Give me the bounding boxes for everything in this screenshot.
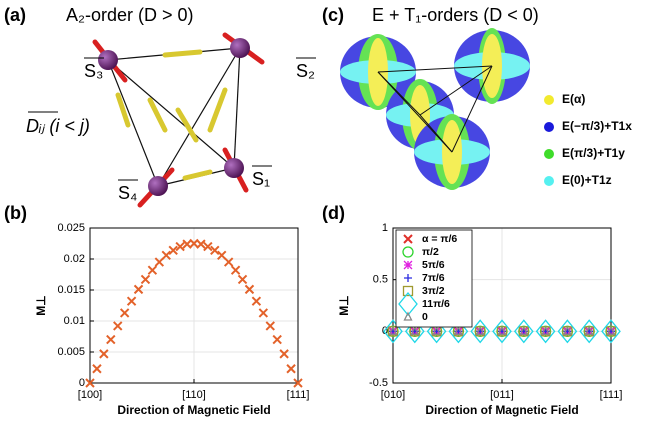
spin-label: S₁	[252, 169, 270, 189]
marker	[135, 285, 143, 293]
y-tick-label: 0.025	[57, 222, 85, 234]
legend-label: E(π/3)+T1y	[562, 146, 625, 160]
legend-label: 7π/6	[422, 272, 445, 284]
legend: E(α) E(−π/3)+T1x E(π/3)+T1y E(0)+T1z	[544, 92, 632, 187]
y-tick-label: -0.5	[369, 377, 388, 389]
dmi-label: Dᵢⱼ (i < j)	[26, 116, 90, 136]
figure: (a) A₂-order (D > 0) S₃ S₂ S₄ S₁ Dᵢ	[0, 0, 648, 429]
x-tick-label: [111]	[287, 389, 310, 401]
marker	[100, 350, 108, 358]
marker	[252, 297, 260, 305]
y-tick-label: 0.015	[57, 284, 85, 296]
panel-label: (b)	[4, 203, 27, 223]
x-tick-label: [111]	[600, 389, 623, 401]
order-ellipsoids	[340, 28, 530, 190]
marker	[107, 336, 115, 344]
marker	[287, 365, 295, 373]
marker	[280, 350, 288, 358]
legend-swatch	[544, 149, 554, 159]
marker	[239, 275, 247, 283]
x-axis-label: Direction of Magnetic Field	[425, 403, 578, 417]
legend-swatch	[544, 95, 554, 105]
panel-label: (c)	[322, 5, 344, 25]
marker	[232, 266, 240, 274]
x-tick-label: [011]	[490, 389, 514, 401]
y-tick-label: 1	[382, 222, 388, 234]
y-tick-label: 0.005	[57, 346, 85, 358]
x-axis-label: Direction of Magnetic Field	[117, 403, 270, 417]
marker	[273, 336, 281, 344]
marker	[245, 285, 253, 293]
legend-label: E(0)+T1z	[562, 173, 612, 187]
marker	[128, 297, 136, 305]
legend-label: 11π/6	[422, 298, 450, 310]
y-axis-label: M⊥	[337, 295, 351, 315]
marker	[93, 365, 101, 373]
legend-label: π/2	[422, 246, 439, 258]
panel-a: (a) A₂-order (D > 0) S₃ S₂ S₄ S₁ Dᵢ	[4, 5, 316, 205]
panel-title: A₂-order (D > 0)	[66, 5, 194, 25]
spin-label: S₂	[296, 61, 315, 81]
y-tick-label: 0.02	[64, 253, 85, 265]
spin-label: S₄	[118, 183, 137, 203]
x-tick-label: [110]	[182, 389, 206, 401]
legend-label: 0	[422, 311, 428, 323]
marker	[259, 309, 267, 317]
legend-marker	[404, 261, 412, 269]
legend-label: 5π/6	[422, 259, 445, 271]
legend-label: 3π/2	[422, 285, 445, 297]
marker	[266, 322, 274, 330]
marker	[197, 240, 205, 248]
marker	[121, 309, 129, 317]
y-axis-label: M⊥	[34, 295, 48, 315]
y-tick-label: 0	[79, 377, 85, 389]
spin-label: S₃	[84, 61, 103, 81]
marker	[141, 275, 149, 283]
panel-label: (d)	[322, 203, 345, 223]
y-tick-label: 0.5	[373, 274, 388, 286]
x-tick-label: [010]	[381, 389, 405, 401]
legend-label: E(−π/3)+T1x	[562, 119, 632, 133]
marker	[114, 322, 122, 330]
panel-c: (c) E + T₁-orders (D < 0) E(α) E(−π/3)+T1…	[322, 5, 632, 190]
panel-title: E + T₁-orders (D < 0)	[372, 5, 539, 25]
marker	[148, 266, 156, 274]
legend-label: α = π/6	[422, 233, 457, 245]
y-tick-label: 0.01	[64, 315, 85, 327]
marker	[162, 251, 170, 259]
legend-swatch	[544, 122, 554, 132]
charts: (b) 0 0.005 0.01 0.015 0.02 0.025 [100] [110] [11…	[4, 203, 622, 417]
panel-label: (a)	[4, 5, 26, 25]
x-tick-label: [100]	[78, 389, 102, 401]
legend-label: E(α)	[562, 92, 585, 106]
legend-swatch	[544, 176, 554, 186]
marker	[218, 251, 226, 259]
